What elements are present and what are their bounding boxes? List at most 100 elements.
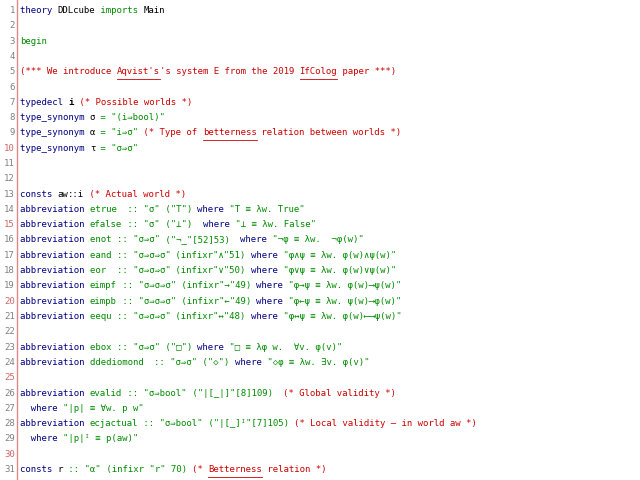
Text: ("⊥"): ("⊥")	[160, 220, 203, 229]
Text: paper ***): paper ***)	[337, 67, 396, 76]
Text: (* Possible worlds *): (* Possible worlds *)	[74, 98, 192, 107]
Text: "φ∧ψ ≡ λw. φ(w)∧ψ(w)": "φ∧ψ ≡ λw. φ(w)∧ψ(w)"	[278, 251, 396, 260]
Text: 15: 15	[4, 220, 15, 229]
Text: "|p| ≡ ∀w. p w": "|p| ≡ ∀w. p w"	[63, 404, 143, 413]
Text: consts: consts	[20, 465, 58, 474]
Text: "□ ≡ λφ w.  ∀v. φ(v)": "□ ≡ λφ w. ∀v. φ(v)"	[224, 343, 342, 351]
Text: where: where	[235, 358, 262, 367]
Text: 31: 31	[4, 465, 15, 474]
Text: eimpb: eimpb	[90, 297, 116, 306]
Text: abbreviation: abbreviation	[20, 297, 90, 306]
Text: :: "α": :: "α"	[63, 465, 100, 474]
Text: abbreviation: abbreviation	[20, 205, 90, 214]
Text: abbreviation: abbreviation	[20, 343, 90, 351]
Text: :: "σ⇒σ⇒σ": :: "σ⇒σ⇒σ"	[116, 251, 170, 260]
Text: 5: 5	[10, 67, 15, 76]
Text: 25: 25	[4, 373, 15, 382]
Text: :: "σ⇒bool": :: "σ⇒bool"	[122, 388, 187, 397]
Text: (infixr"∨"50): (infixr"∨"50)	[170, 266, 251, 275]
Text: ("|[_]ᴵ"[7]105): ("|[_]ᴵ"[7]105)	[203, 419, 294, 428]
Text: 24: 24	[4, 358, 15, 367]
Text: (*** We introduce: (*** We introduce	[20, 67, 116, 76]
Text: where: where	[251, 312, 278, 321]
Text: abbreviation: abbreviation	[20, 358, 90, 367]
Text: where: where	[203, 220, 230, 229]
Text: ("¬_"[52]53): ("¬_"[52]53)	[160, 236, 241, 244]
Text: 21: 21	[4, 312, 15, 321]
Text: :: "σ": :: "σ"	[122, 220, 160, 229]
Text: efalse: efalse	[90, 220, 122, 229]
Text: abbreviation: abbreviation	[20, 220, 90, 229]
Text: "⊥ ≡ λw. False": "⊥ ≡ λw. False"	[230, 220, 316, 229]
Text: 27: 27	[4, 404, 15, 413]
Text: 's system E from the 2019: 's system E from the 2019	[160, 67, 300, 76]
Text: "T ≡ λw. True": "T ≡ λw. True"	[224, 205, 305, 214]
Text: abbreviation: abbreviation	[20, 388, 90, 397]
Text: eequ: eequ	[90, 312, 116, 321]
Text: :: "σ": :: "σ"	[122, 205, 160, 214]
Text: σ: σ	[90, 113, 95, 122]
Text: aw: aw	[58, 190, 68, 199]
Text: eimpf: eimpf	[90, 281, 116, 290]
Text: where: where	[241, 236, 268, 244]
Text: ("|[_|]"[8]109): ("|[_|]"[8]109)	[187, 388, 284, 397]
Text: 13: 13	[4, 190, 15, 199]
Text: evalid: evalid	[90, 388, 122, 397]
Text: DDLcube: DDLcube	[58, 6, 95, 15]
Text: 22: 22	[4, 327, 15, 336]
Text: Betterness: Betterness	[208, 465, 262, 474]
Text: 2: 2	[10, 21, 15, 30]
Text: where: where	[251, 266, 278, 275]
Text: consts: consts	[20, 190, 58, 199]
Text: "φ→ψ ≡ λw. φ(w)⟶ψ(w)": "φ→ψ ≡ λw. φ(w)⟶ψ(w)"	[284, 281, 402, 290]
Text: "φ←ψ ≡ λw. ψ(w)⟶φ(w)": "φ←ψ ≡ λw. ψ(w)⟶φ(w)"	[284, 297, 402, 306]
Text: abbreviation: abbreviation	[20, 266, 90, 275]
Text: eand: eand	[90, 251, 116, 260]
Text: 3: 3	[10, 36, 15, 46]
Text: type_synonym: type_synonym	[20, 128, 90, 137]
Text: where: where	[197, 205, 224, 214]
Text: 20: 20	[4, 297, 15, 306]
Text: (* Type of: (* Type of	[138, 128, 203, 137]
Text: ("□"): ("□")	[160, 343, 197, 351]
Text: where: where	[257, 297, 284, 306]
Text: type_synonym: type_synonym	[20, 144, 90, 153]
Text: "|p|ᴵ ≡ p(aw)": "|p|ᴵ ≡ p(aw)"	[63, 434, 138, 444]
Text: (* Actual world *): (* Actual world *)	[84, 190, 187, 199]
Text: ebox: ebox	[90, 343, 116, 351]
Text: (infixr"∧"51): (infixr"∧"51)	[170, 251, 251, 260]
Text: imports: imports	[95, 6, 143, 15]
Text: 10: 10	[4, 144, 15, 153]
Text: "φ↔ψ ≡ λw. φ(w)⟵⟶ψ(w)": "φ↔ψ ≡ λw. φ(w)⟵⟶ψ(w)"	[278, 312, 402, 321]
Text: etrue: etrue	[90, 205, 122, 214]
Text: ecjactual: ecjactual	[90, 419, 138, 428]
Text: :: "σ⇒σ": :: "σ⇒σ"	[116, 343, 160, 351]
Text: Main: Main	[143, 6, 165, 15]
Text: 17: 17	[4, 251, 15, 260]
Text: eor: eor	[90, 266, 116, 275]
Text: type_synonym: type_synonym	[20, 113, 90, 122]
Text: ("T"): ("T")	[160, 205, 197, 214]
Text: theory: theory	[20, 6, 58, 15]
Text: 16: 16	[4, 236, 15, 244]
Text: abbreviation: abbreviation	[20, 419, 90, 428]
Text: IfColog: IfColog	[300, 67, 337, 76]
Text: betterness: betterness	[203, 128, 257, 137]
Text: :: "σ⇒σ⇒σ": :: "σ⇒σ⇒σ"	[116, 312, 170, 321]
Text: 29: 29	[4, 434, 15, 444]
Text: abbreviation: abbreviation	[20, 312, 90, 321]
Text: where: where	[257, 281, 284, 290]
Text: (infixr "r" 70): (infixr "r" 70)	[100, 465, 192, 474]
Text: 26: 26	[4, 388, 15, 397]
Text: abbreviation: abbreviation	[20, 236, 90, 244]
Text: r: r	[58, 465, 63, 474]
Text: (infixr"↔"48): (infixr"↔"48)	[170, 312, 251, 321]
Text: :: "σ⇒σ⇒σ": :: "σ⇒σ⇒σ"	[116, 266, 170, 275]
Text: 6: 6	[10, 83, 15, 92]
Text: 9: 9	[10, 128, 15, 137]
Text: (infixr"→"49): (infixr"→"49)	[176, 281, 257, 290]
Text: = "i⇒σ": = "i⇒σ"	[95, 128, 138, 137]
Text: ::i: ::i	[68, 190, 84, 199]
Text: 1: 1	[10, 6, 15, 15]
Text: :: "σ⇒σ": :: "σ⇒σ"	[154, 358, 197, 367]
